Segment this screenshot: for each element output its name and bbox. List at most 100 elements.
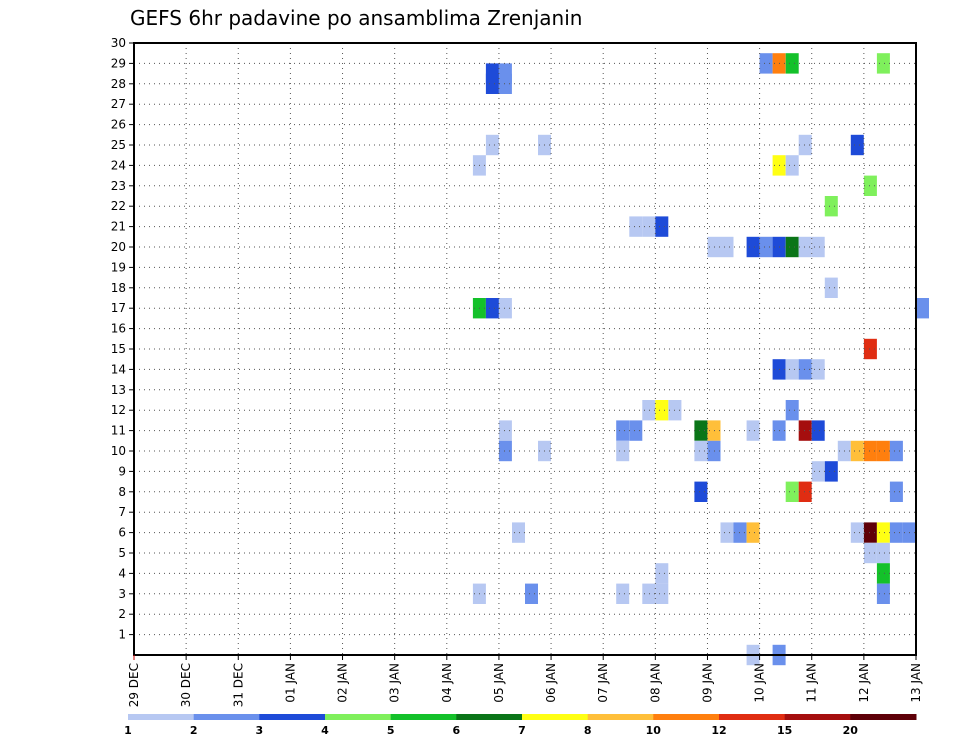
y-tick-label: 20 <box>111 240 126 254</box>
x-tick-label: 09 JAN <box>700 663 714 703</box>
y-tick-label: 21 <box>111 220 126 234</box>
x-tick-label: 02 JAN <box>336 663 350 703</box>
heatmap-cell <box>655 216 669 237</box>
heatmap-cell <box>642 400 656 421</box>
heatmap-cell <box>746 522 760 543</box>
heatmap-cell <box>811 420 825 441</box>
legend-swatch <box>325 714 392 720</box>
heatmap-cell <box>785 155 799 176</box>
legend-label: 6 <box>452 724 460 737</box>
heatmap-cell <box>798 134 812 156</box>
heatmap-cell <box>785 236 799 258</box>
heatmap-cell <box>876 53 890 74</box>
heatmap-cell <box>850 440 864 462</box>
legend-label: 2 <box>190 724 198 737</box>
y-tick-label: 26 <box>111 118 126 132</box>
y-tick-label: 28 <box>111 77 126 91</box>
heatmap-cell <box>824 461 838 482</box>
heatmap-cell <box>485 298 499 319</box>
legend-swatch <box>193 714 260 720</box>
y-tick-label: 17 <box>111 301 126 315</box>
heatmap-cell <box>824 196 838 217</box>
heatmap-cell <box>863 338 877 360</box>
legend-swatch <box>587 714 654 720</box>
heatmap-cell <box>759 53 773 74</box>
y-tick-label: 2 <box>118 607 126 621</box>
y-tick-label: 8 <box>118 485 126 499</box>
heatmap-cell <box>498 63 512 84</box>
heatmap-cell <box>811 359 825 380</box>
x-tick-label: 13 JAN <box>909 663 923 703</box>
heatmap-cell <box>759 236 773 258</box>
y-tick-label: 15 <box>111 342 126 356</box>
y-tick-label: 4 <box>118 566 126 580</box>
y-tick-label: 6 <box>118 526 126 540</box>
x-tick-label: 30 DEC <box>179 663 193 707</box>
heatmap-cell <box>746 236 760 258</box>
heatmap-cell <box>785 400 799 421</box>
y-tick-label: 18 <box>111 281 126 295</box>
y-tick-label: 11 <box>111 424 126 438</box>
grid-lines <box>134 43 916 655</box>
heatmap-cell <box>485 63 499 84</box>
y-tick-label: 16 <box>111 322 126 336</box>
heatmap-cell <box>850 134 864 156</box>
heatmap-cell <box>916 298 929 319</box>
heatmap-cell <box>485 134 499 156</box>
x-tick-label: 01 JAN <box>283 663 297 703</box>
legend-swatch <box>784 714 851 720</box>
y-tick-label: 30 <box>111 36 126 50</box>
legend-swatch <box>259 714 326 720</box>
heatmap-cell <box>498 298 512 319</box>
y-tick-label: 29 <box>111 56 126 70</box>
color-legend: 1 2 3 4 5 6 7 8 10 12 15 20 <box>124 714 917 737</box>
legend-label: 12 <box>711 724 726 737</box>
y-tick-label: 14 <box>111 362 126 376</box>
y-tick-label: 13 <box>111 383 126 397</box>
x-tick-label: 04 JAN <box>440 663 454 703</box>
heatmap-cell <box>629 216 643 237</box>
y-tick-label: 24 <box>111 158 126 172</box>
heatmap-cell <box>512 522 525 543</box>
legend-label: 10 <box>646 724 662 737</box>
heatmap-cell <box>798 236 812 258</box>
heatmap-cell <box>655 563 669 584</box>
heatmap-cell <box>798 481 812 502</box>
x-tick-label: 10 JAN <box>753 663 767 703</box>
y-tick-label: 5 <box>118 546 126 560</box>
chart-title: GEFS 6hr padavine po ansamblima Zrenjani… <box>130 6 583 30</box>
legend-swatch <box>653 714 720 720</box>
y-tick-label: 12 <box>111 403 126 417</box>
heatmap-cell <box>720 522 734 543</box>
legend-swatch <box>719 714 786 720</box>
heatmap-cell <box>811 461 825 482</box>
legend-label: 5 <box>387 724 395 737</box>
heatmap-cell <box>863 175 877 196</box>
heatmap-cell <box>798 420 812 441</box>
y-tick-label: 10 <box>111 444 126 458</box>
heatmap-cell <box>850 522 864 543</box>
y-tick-label: 3 <box>118 587 126 601</box>
y-tick-label: 9 <box>118 464 126 478</box>
heatmap-cell <box>824 277 838 298</box>
heatmap-cell <box>876 522 890 543</box>
heatmap-cells <box>472 53 929 666</box>
heatmap-cell <box>616 420 630 441</box>
legend-label: 7 <box>518 724 526 737</box>
heatmap-cell <box>642 583 656 604</box>
legend-swatch <box>850 714 917 720</box>
heatmap-cell <box>498 440 512 462</box>
x-tick-label: 05 JAN <box>492 663 506 703</box>
legend-label: 20 <box>843 724 859 737</box>
heatmap-cell <box>863 522 877 543</box>
heatmap-cell <box>720 236 734 258</box>
heatmap-cell <box>889 522 903 543</box>
legend-label: 3 <box>255 724 263 737</box>
x-tick-label: 03 JAN <box>388 663 402 703</box>
heatmap-cell <box>694 440 708 462</box>
heatmap-cell <box>655 400 669 421</box>
x-axis: 29 DEC 30 DEC 31 DEC 01 JAN 02 JAN 03 JAN 04 J… <box>127 655 923 707</box>
legend-swatch <box>456 714 523 720</box>
legend-swatch <box>128 714 195 720</box>
legend-label: 1 <box>124 724 132 737</box>
